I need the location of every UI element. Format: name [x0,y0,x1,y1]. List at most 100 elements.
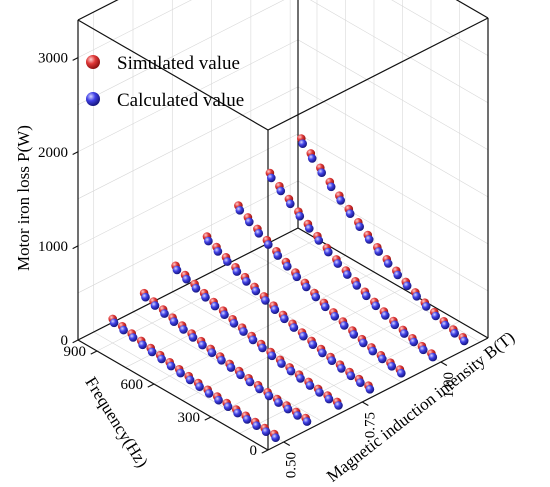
calculated-point [387,362,397,371]
calculated-point [459,336,469,346]
calculated-point [280,314,289,324]
calculated-point [352,281,362,290]
grid-line [153,271,375,385]
calculated-point [355,222,365,231]
calculated-point [169,317,179,327]
calculated-point [299,331,308,341]
calculated-point [326,182,336,192]
calculated-point [201,293,210,302]
grid-line [297,133,489,245]
calculated-point [359,338,368,348]
frame-edge [77,0,119,21]
grid-line [250,251,442,363]
grid-line [297,39,489,151]
calculated-point [254,229,264,238]
calculated-point [248,335,258,345]
calculated-point [195,382,204,392]
calculated-point [223,402,233,412]
calculated-point [141,292,150,302]
calculated-point [330,312,340,321]
calculated-point [138,340,147,350]
calculated-point [345,209,355,218]
calculated-point [402,281,412,291]
calculated-point [204,236,213,246]
calculated-point [245,217,254,227]
calculated-point [314,236,324,245]
calculated-point [400,329,409,338]
calculated-point [293,411,302,420]
tick-mark [147,383,155,388]
x-tick-label: 0 [250,443,258,459]
y-tick-label: 0.50 [284,452,300,478]
calculated-point [334,401,343,410]
tick-mark [204,416,212,421]
calculated-point [283,404,293,414]
tick-mark [72,245,79,250]
calculated-point [362,291,371,301]
calculated-point [286,199,295,209]
frame-edge [77,19,269,131]
calculated-point [213,247,223,256]
frame-edge [77,339,269,451]
calculated-point [302,282,311,292]
calculated-point [374,247,384,256]
calculated-point [172,265,182,275]
tick-mark [362,401,369,406]
grid-line [182,288,403,401]
grid-line [391,0,489,56]
calculated-point [337,364,346,373]
calculated-point [176,368,185,378]
calculated-point [277,359,286,368]
calculated-point [397,368,406,378]
calculated-point [421,302,431,311]
calculated-point [305,381,315,390]
calculated-point [273,251,283,260]
calculated-point [157,354,166,364]
calculated-point [321,302,330,312]
grid-line [77,180,299,294]
calculated-point [292,272,302,282]
calculated-point [229,319,239,328]
calculated-point [336,196,346,205]
grid-line [77,133,299,247]
calculated-point [283,262,292,271]
calculated-point [317,168,327,177]
tick-mark [90,350,98,355]
calculated-point [274,398,283,407]
calculated-point [207,348,217,358]
calculated-point [271,433,280,443]
calculated-point [150,301,160,310]
calculated-point [315,388,324,397]
calculated-point [261,296,270,305]
tick-mark [283,441,291,446]
calculated-point [267,173,276,183]
legend-label-simulated: Simulated value [117,53,240,74]
calculated-point [428,352,438,362]
z-tick-label: 1000 [38,239,68,255]
calculated-point [147,347,157,357]
calculated-point [356,378,365,388]
calculated-point [210,301,220,311]
calculated-point [289,323,299,332]
calculated-point [261,427,271,437]
x-tick-label: 300 [178,410,201,426]
calculated-point [365,385,375,394]
calculated-point [245,377,255,387]
calculated-point [264,240,273,249]
axes-frame [77,0,489,451]
tick-marks [72,57,448,454]
calculated-point [252,421,261,431]
grid-line [211,271,402,383]
calculated-point [298,139,308,148]
calculated-point [305,224,314,233]
calculated-point [393,270,403,280]
calculated-point [308,340,318,350]
tick-labels: 0 300 600 900 0.50 0.75 1.00 0 1000 2000 3000 [38,51,457,479]
calculated-point [128,333,138,342]
calculated-point [242,415,252,424]
calculated-point [188,333,198,342]
calculated-point [214,395,223,405]
calculated-point [239,327,248,336]
calculated-point [270,305,280,315]
